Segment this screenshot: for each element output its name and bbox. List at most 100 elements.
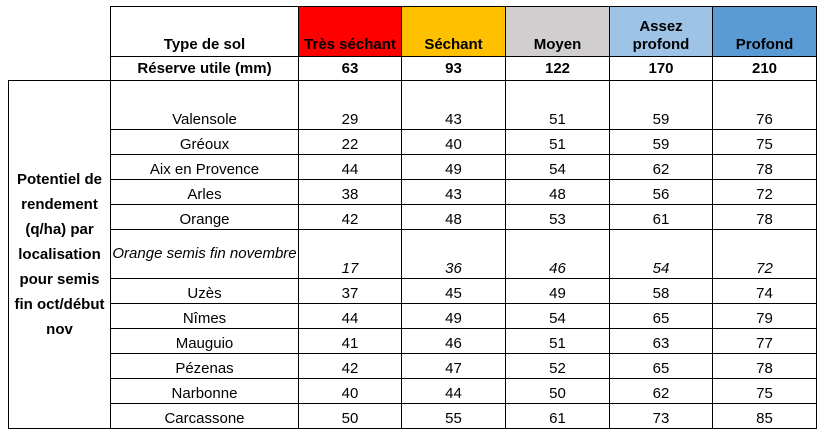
value-cell: 37 — [298, 278, 402, 304]
value-cell: 22 — [298, 129, 402, 155]
value-cell: 76 — [712, 80, 817, 130]
value-cell: 38 — [298, 179, 402, 205]
location-cell: Uzès — [110, 278, 299, 304]
table-row: Carcassone 50 55 61 73 85 — [9, 403, 817, 429]
value-cell: 45 — [401, 278, 506, 304]
table-row: Orange 42 48 53 61 78 — [9, 204, 817, 230]
value-cell: 42 — [298, 204, 402, 230]
location-cell: Nîmes — [110, 303, 299, 329]
value-cell: 78 — [712, 353, 817, 379]
value-cell: 58 — [609, 278, 713, 304]
value-cell: 41 — [298, 328, 402, 354]
value-cell: 53 — [505, 204, 610, 230]
yield-table: Type de sol Très séchant Séchant Moyen A… — [8, 6, 817, 429]
value-cell: 50 — [298, 403, 402, 429]
value-cell: 72 — [712, 229, 817, 279]
value-cell: 54 — [505, 154, 610, 180]
value-cell: 85 — [712, 403, 817, 429]
value-cell: 46 — [505, 229, 610, 279]
value-cell: 79 — [712, 303, 817, 329]
location-cell: Carcassone — [110, 403, 299, 429]
value-cell: 46 — [401, 328, 506, 354]
value-cell: 72 — [712, 179, 817, 205]
value-cell: 62 — [609, 378, 713, 404]
reserve-value: 170 — [609, 56, 713, 81]
value-cell: 54 — [505, 303, 610, 329]
value-cell: 49 — [401, 303, 506, 329]
value-cell: 49 — [401, 154, 506, 180]
value-cell: 47 — [401, 353, 506, 379]
value-cell: 65 — [609, 353, 713, 379]
table-row: Arles 38 43 48 56 72 — [9, 179, 817, 205]
table-row: Pézenas 42 47 52 65 78 — [9, 353, 817, 379]
value-cell: 74 — [712, 278, 817, 304]
reserve-label: Réserve utile (mm) — [110, 56, 299, 81]
col-header-assez-profond: Assez profond — [609, 6, 713, 57]
value-cell: 59 — [609, 129, 713, 155]
value-cell: 48 — [505, 179, 610, 205]
table-row: Orange semis fin novembre 17 36 46 54 72 — [9, 229, 817, 279]
table-row: Potentiel de rendement (q/ha) par locali… — [8, 80, 817, 429]
value-cell: 65 — [609, 303, 713, 329]
col-header-sechant: Séchant — [401, 6, 506, 57]
value-cell: 43 — [401, 179, 506, 205]
location-cell: Mauguio — [110, 328, 299, 354]
table-row: Aix en Provence 44 49 54 62 78 — [9, 154, 817, 180]
value-cell: 52 — [505, 353, 610, 379]
value-cell: 75 — [712, 129, 817, 155]
value-cell: 44 — [401, 378, 506, 404]
value-cell: 62 — [609, 154, 713, 180]
value-cell: 73 — [609, 403, 713, 429]
table-row: Narbonne 40 44 50 62 75 — [9, 378, 817, 404]
corner-cell — [9, 7, 111, 57]
value-cell: 61 — [609, 204, 713, 230]
value-cell: 61 — [505, 403, 610, 429]
value-cell: 43 — [401, 80, 506, 130]
value-cell: 51 — [505, 328, 610, 354]
col-header-tres-sechant: Très séchant — [298, 6, 402, 57]
value-cell: 51 — [505, 129, 610, 155]
reserve-value: 63 — [298, 56, 402, 81]
value-cell: 40 — [401, 129, 506, 155]
location-cell: Gréoux — [110, 129, 299, 155]
location-cell: Aix en Provence — [110, 154, 299, 180]
value-cell: 55 — [401, 403, 506, 429]
corner-cell-2 — [9, 57, 111, 81]
table-row: Nîmes 44 49 54 65 79 — [9, 303, 817, 329]
value-cell: 17 — [298, 229, 402, 279]
value-cell: 48 — [401, 204, 506, 230]
value-cell: 42 — [298, 353, 402, 379]
location-cell: Narbonne — [110, 378, 299, 404]
table-row: Gréoux 22 40 51 59 75 — [9, 129, 817, 155]
location-cell: Arles — [110, 179, 299, 205]
value-cell: 29 — [298, 80, 402, 130]
value-cell: 51 — [505, 80, 610, 130]
value-cell: 78 — [712, 154, 817, 180]
header-row: Type de sol Très séchant Séchant Moyen A… — [9, 6, 817, 57]
value-cell: 40 — [298, 378, 402, 404]
reserve-value: 210 — [712, 56, 817, 81]
value-cell: 75 — [712, 378, 817, 404]
value-cell: 77 — [712, 328, 817, 354]
location-cell: Valensole — [110, 80, 299, 130]
location-cell: Orange semis fin novembre — [110, 229, 299, 279]
value-cell: 44 — [298, 154, 402, 180]
location-cell: Pézenas — [110, 353, 299, 379]
value-cell: 56 — [609, 179, 713, 205]
reserve-value: 122 — [505, 56, 610, 81]
side-label: Potentiel de rendement (q/ha) par locali… — [8, 80, 111, 429]
value-cell: 59 — [609, 80, 713, 130]
soil-type-label: Type de sol — [110, 6, 299, 57]
table-row: Mauguio 41 46 51 63 77 — [9, 328, 817, 354]
reserve-value: 93 — [401, 56, 506, 81]
col-header-moyen: Moyen — [505, 6, 610, 57]
reserve-row: Réserve utile (mm) 63 93 122 170 210 — [9, 56, 817, 81]
value-cell: 50 — [505, 378, 610, 404]
value-cell: 44 — [298, 303, 402, 329]
location-cell: Orange — [110, 204, 299, 230]
value-cell: 36 — [401, 229, 506, 279]
value-cell: 78 — [712, 204, 817, 230]
col-header-profond: Profond — [712, 6, 817, 57]
table-row: Uzès 37 45 49 58 74 — [9, 278, 817, 304]
value-cell: 54 — [609, 229, 713, 279]
